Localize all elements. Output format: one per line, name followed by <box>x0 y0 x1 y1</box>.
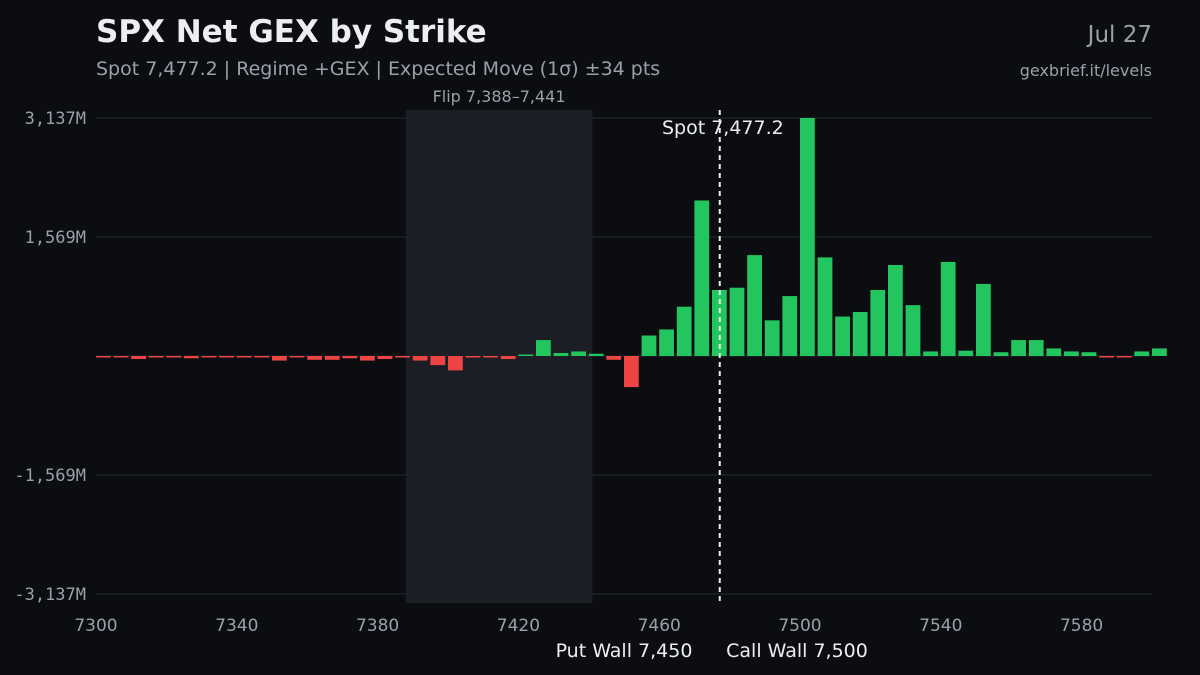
gex-bar <box>641 335 657 356</box>
gex-bar <box>1064 351 1079 356</box>
gex-bar <box>553 352 569 356</box>
x-tick-label: 7460 <box>638 616 681 636</box>
spot-label: Spot 7,477.2 <box>662 117 784 139</box>
y-tick-label: -3,137M <box>14 585 86 605</box>
gex-bar <box>272 356 287 361</box>
gex-bar <box>395 356 410 358</box>
put-wall-label: Put Wall 7,450 <box>556 640 693 662</box>
flip-zone-label: Flip 7,388–7,441 <box>433 87 566 106</box>
y-tick-label: -1,569M <box>14 466 86 486</box>
gex-bar <box>1116 356 1132 358</box>
date-label: Jul 27 <box>1087 22 1152 48</box>
gex-bar <box>360 356 375 361</box>
x-tick-label: 7380 <box>356 616 399 636</box>
gex-bar <box>342 356 358 359</box>
gex-bar <box>976 283 991 356</box>
gex-bar <box>536 340 551 356</box>
source-label: gexbrief.it/levels <box>1019 61 1152 80</box>
gex-bar <box>324 356 340 360</box>
x-tick-label: 7340 <box>215 616 258 636</box>
gex-bar <box>518 354 534 356</box>
y-axis: 3,137M 1,569M -1,569M -3,137M <box>14 109 86 605</box>
y-tick-label: 1,569M <box>25 228 86 248</box>
gex-bar <box>817 257 833 356</box>
gex-bar <box>993 352 1009 356</box>
gex-bar <box>782 296 798 356</box>
chart-subtitle: Spot 7,477.2 | Regime +GEX | Expected Mo… <box>96 58 661 80</box>
x-tick-label: 7580 <box>1060 616 1103 636</box>
y-tick-label: 3,137M <box>25 109 86 129</box>
gex-bar <box>1046 348 1062 356</box>
gex-bar <box>131 356 146 360</box>
gex-bar <box>800 118 815 356</box>
gex-bar <box>1152 348 1167 356</box>
gex-bar <box>676 306 692 356</box>
gex-bar <box>236 356 252 358</box>
gex-bar <box>448 356 463 371</box>
x-tick-label: 7540 <box>919 616 962 636</box>
gex-bar <box>465 356 481 358</box>
gex-bar <box>923 351 938 356</box>
gex-bar <box>729 287 745 356</box>
chart-title: SPX Net GEX by Strike <box>96 14 487 50</box>
gex-bar <box>1081 352 1097 356</box>
gex-bar <box>1028 340 1044 356</box>
bars <box>96 118 1167 388</box>
gex-bar <box>113 356 129 358</box>
gex-bar <box>870 289 886 356</box>
gex-bar <box>852 311 868 356</box>
gex-bar <box>96 356 111 358</box>
x-tick-label: 7500 <box>778 616 821 636</box>
gex-bar <box>940 261 956 356</box>
gex-bar <box>289 356 305 358</box>
gex-bar <box>888 264 903 356</box>
x-tick-label: 7420 <box>497 616 540 636</box>
gex-bar <box>905 305 921 356</box>
gex-bar <box>624 356 639 388</box>
gex-bar <box>958 350 974 356</box>
x-axis: 7300 7340 7380 7420 7460 7500 7540 7580 <box>74 616 1103 636</box>
gex-bar <box>1011 340 1026 356</box>
gex-bar <box>1099 356 1114 358</box>
gex-bar <box>184 356 199 359</box>
gex-bar <box>659 329 674 356</box>
gex-bar <box>764 320 780 356</box>
gex-bar <box>571 351 586 356</box>
gex-bar <box>500 356 516 360</box>
x-tick-label: 7300 <box>74 616 117 636</box>
gex-bar <box>412 356 428 361</box>
gex-bar <box>254 356 270 358</box>
gex-bar <box>483 356 498 358</box>
gex-bar <box>835 316 850 356</box>
gex-bar <box>588 353 604 356</box>
gex-bar <box>377 356 393 360</box>
gex-bar <box>747 255 762 356</box>
gex-bar <box>430 356 446 366</box>
gex-bar <box>606 356 622 360</box>
gex-bar <box>307 356 322 360</box>
gex-bar <box>694 200 710 356</box>
gex-bar <box>712 289 727 356</box>
gex-bar <box>1134 351 1150 356</box>
gex-bar <box>148 356 164 358</box>
gex-bar <box>201 356 217 358</box>
call-wall-label: Call Wall 7,500 <box>726 640 868 662</box>
gex-bar <box>166 356 182 358</box>
gex-bar <box>219 356 234 358</box>
